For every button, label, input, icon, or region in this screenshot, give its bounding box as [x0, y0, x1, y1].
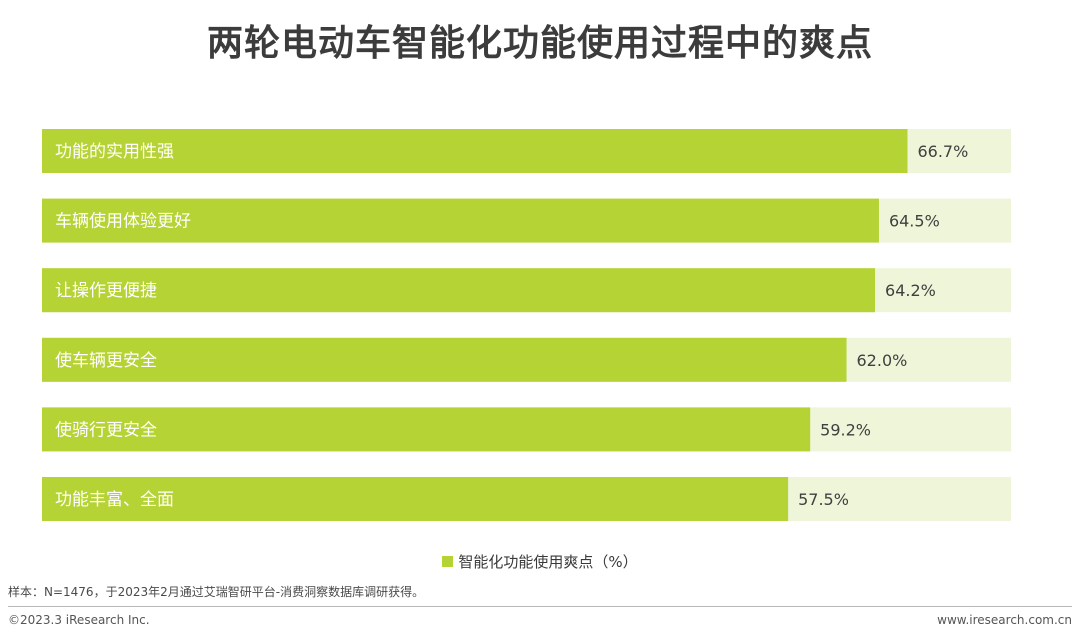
value-label: 57.5% [798, 490, 849, 509]
bar-chart: 功能的实用性强 66.7% 车辆使用体验更好 64.5% 让操作更便捷 64.2% 使车辆更… [42, 129, 1011, 521]
category-label: 功能丰富、全面 [55, 490, 174, 510]
value-label: 64.2% [885, 281, 936, 300]
category-label: 车辆使用体验更好 [55, 211, 191, 232]
category-label: 使骑行更安全 [55, 419, 157, 440]
bar [42, 129, 908, 173]
footer-divider [8, 606, 1072, 607]
copyright: ©2023.3 iResearch Inc. [8, 613, 150, 627]
legend-label: 智能化功能使用爽点（%） [458, 553, 638, 571]
category-label: 功能的实用性强 [55, 142, 174, 162]
legend: 智能化功能使用爽点（%） [0, 551, 1080, 572]
legend-swatch [442, 556, 454, 567]
value-label: 64.5% [889, 212, 940, 231]
chart-title: 两轮电动车智能化功能使用过程中的爽点 [206, 23, 873, 64]
bar [42, 268, 876, 313]
category-label: 让操作更便捷 [55, 281, 157, 301]
value-label: 62.0% [857, 351, 908, 370]
bar [42, 407, 811, 452]
bar [42, 198, 879, 243]
bar [42, 477, 789, 521]
source-note: 样本：N=1476，于2023年2月通过艾瑞智研平台-消费洞察数据库调研获得。 [8, 585, 425, 599]
value-label: 66.7% [917, 142, 968, 161]
value-label: 59.2% [820, 420, 871, 439]
bar [42, 337, 847, 382]
website-link[interactable]: www.iresearch.com.cn [937, 613, 1072, 627]
category-label: 使车辆更安全 [55, 350, 157, 371]
